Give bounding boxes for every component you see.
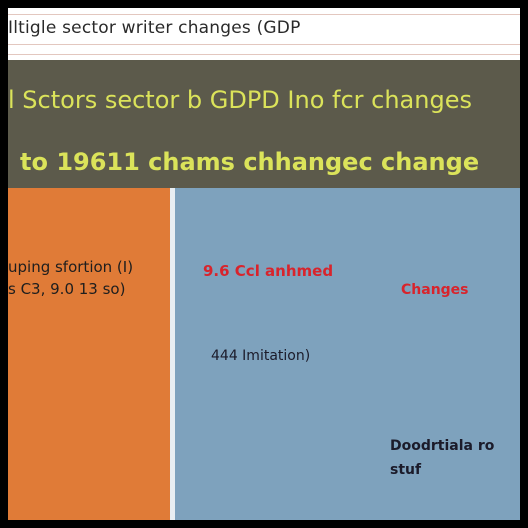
red-label-2: Changes [401, 282, 469, 298]
rule-line [8, 14, 520, 15]
left-panel-line-1: uping sfortion (I) [8, 258, 134, 276]
left-panel-text: uping sfortion (I) s C3, 9.0 13 so) [8, 256, 133, 300]
right-blue-panel: 9.6 Ccl anhmed Changes 444 Imitation) Do… [175, 188, 520, 520]
top-title: Iltigle sector writer changes (GDP [8, 18, 301, 38]
dark-label-2-line-1: Doodrtiala ro [390, 438, 495, 454]
top-strip: Iltigle sector writer changes (GDP [8, 8, 520, 60]
dark-label-2: Doodrtiala ro stuf [390, 434, 494, 482]
header-title-line-1: l Sctors sector b GDPD Ino fcr changes [8, 86, 472, 114]
dark-label-2-line-2: stuf [390, 462, 422, 478]
header-title-line-2: to 19611 chams chhangec change [20, 148, 480, 176]
panel-divider [170, 188, 175, 520]
header-band: l Sctors sector b GDPD Ino fcr changes t… [8, 60, 520, 188]
red-label-1: 9.6 Ccl anhmed [203, 262, 334, 280]
left-panel-line-2: s C3, 9.0 13 so) [8, 280, 126, 298]
canvas: Iltigle sector writer changes (GDP l Sct… [8, 8, 520, 520]
left-orange-panel: uping sfortion (I) s C3, 9.0 13 so) [8, 188, 170, 520]
rule-line [8, 54, 520, 55]
rule-line [8, 44, 520, 45]
dark-label-1: 444 Imitation) [211, 348, 311, 364]
